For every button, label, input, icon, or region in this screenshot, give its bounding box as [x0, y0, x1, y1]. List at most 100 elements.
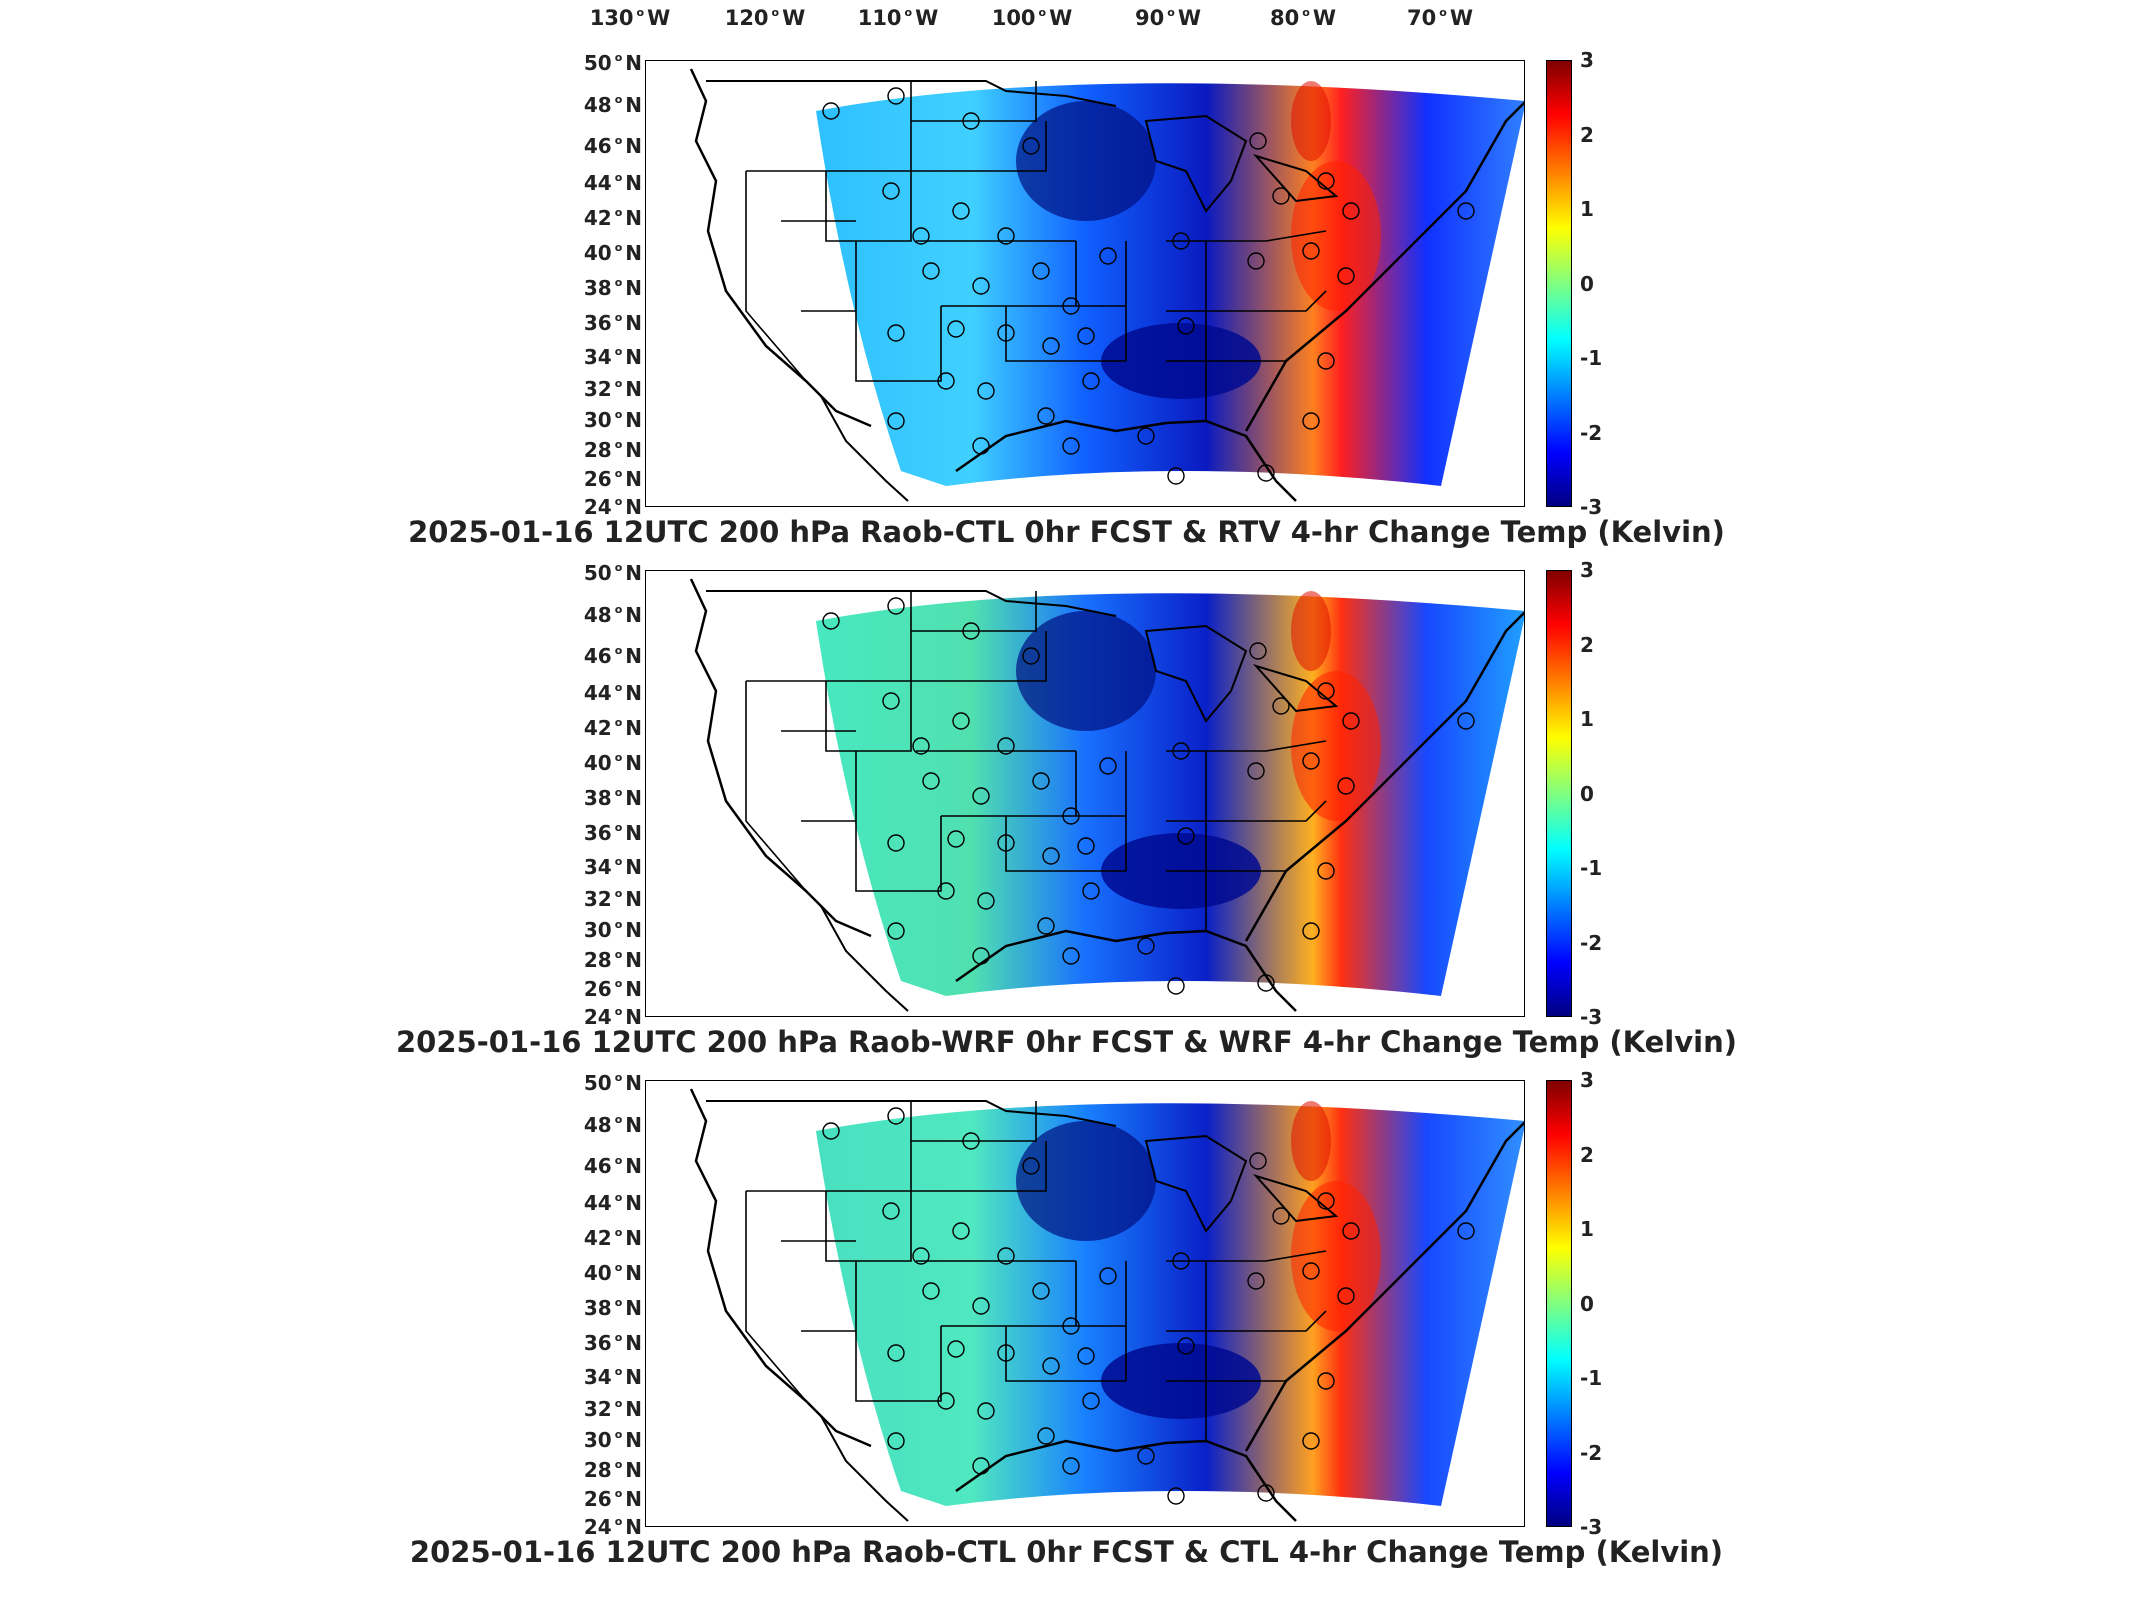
lat-direction: N — [625, 918, 642, 942]
lat-degree: 26 — [583, 977, 612, 1001]
lat-degree: 30 — [583, 408, 612, 432]
raob-station-marker — [1302, 922, 1320, 940]
state-borders — [745, 591, 1327, 931]
raob-station-marker — [1099, 757, 1117, 775]
raob-station-marker — [962, 1132, 980, 1150]
raob-station-marker — [1099, 247, 1117, 265]
lat-degree: 50 — [583, 561, 612, 585]
us-canada-border — [706, 1100, 1117, 1127]
raob-station-marker — [977, 1402, 995, 1420]
lon-degree: 100 — [991, 6, 1036, 30]
raob-station-marker — [1272, 697, 1290, 715]
cold-anomaly-north — [1016, 611, 1156, 731]
raob-station-marker — [1457, 1222, 1475, 1240]
raob-station-marker — [1247, 1272, 1265, 1290]
raob-station-marker — [1257, 464, 1275, 482]
latitude-label: 44 o N — [583, 681, 642, 705]
lon-direction: W — [782, 6, 806, 30]
lat-direction: N — [625, 311, 642, 335]
temperature-field — [816, 83, 1524, 486]
panel-title-2: 2025-01-16 12UTC 200 hPa Raob-WRF 0hr FC… — [395, 1025, 1737, 1059]
latitude-label: 38 o N — [583, 786, 642, 810]
lat-degree: 34 — [583, 345, 612, 369]
lat-degree: 38 — [583, 1296, 612, 1320]
raob-station-marker — [1249, 1152, 1267, 1170]
raob-station-marker — [1082, 882, 1100, 900]
raob-station-marker — [952, 1222, 970, 1240]
colorbar-tick-label: -3 — [1580, 1515, 1603, 1539]
lat-degree: 44 — [583, 1191, 612, 1215]
lat-degree: 46 — [583, 644, 612, 668]
raob-station-marker — [1037, 1427, 1055, 1445]
raob-station-marker — [1337, 777, 1355, 795]
raob-station-marker — [1037, 407, 1055, 425]
map-panel-2 — [645, 570, 1525, 1017]
latitude-label: 38 o N — [583, 276, 642, 300]
lat-direction: N — [625, 855, 642, 879]
lat-direction: N — [625, 786, 642, 810]
lat-degree: 50 — [583, 51, 612, 75]
latitude-label: 38 o N — [583, 1296, 642, 1320]
lat-direction: N — [625, 1331, 642, 1355]
lat-direction: N — [625, 1515, 642, 1539]
raob-station-marker — [1167, 977, 1185, 995]
raob-station-marker — [997, 834, 1015, 852]
raob-station-marker — [1247, 762, 1265, 780]
raob-station-marker — [972, 277, 990, 295]
raob-station-marker — [887, 412, 905, 430]
lat-degree: 48 — [583, 93, 612, 117]
raob-station-marker — [887, 834, 905, 852]
lat-degree: 38 — [583, 786, 612, 810]
raob-station-marker — [962, 622, 980, 640]
lat-degree: 28 — [583, 1458, 612, 1482]
lat-degree: 32 — [583, 1397, 612, 1421]
lat-degree: 28 — [583, 948, 612, 972]
lat-direction: N — [625, 1365, 642, 1389]
raob-station-marker — [1172, 742, 1190, 760]
warm-anomaly-north — [1291, 81, 1331, 161]
raob-station-marker — [972, 947, 990, 965]
raob-station-marker — [937, 372, 955, 390]
raob-station-marker — [1317, 862, 1335, 880]
raob-station-marker — [887, 922, 905, 940]
lat-degree: 36 — [583, 821, 612, 845]
cold-anomaly-north — [1016, 101, 1156, 221]
raob-station-marker — [1317, 1192, 1335, 1210]
latitude-label: 48 o N — [583, 93, 642, 117]
raob-station-marker — [972, 787, 990, 805]
warm-anomaly-north — [1291, 591, 1331, 671]
raob-station-marker — [1137, 427, 1155, 445]
lat-degree: 30 — [583, 1428, 612, 1452]
lat-direction: N — [625, 408, 642, 432]
colorbar-tick-label: -2 — [1580, 930, 1603, 955]
latitude-label: 28 o N — [583, 948, 642, 972]
latitude-label: 50 o N — [583, 561, 642, 585]
latitude-axis-3: 50 o N 48 o N 46 o N 44 o N 42 o N 40 o N 38 o N 36 o N 34 o N 32 o N… — [560, 1071, 642, 1539]
latitude-axis-1: 50 o N 48 o N 46 o N 44 o N 42 o N 40 o N 38 o N 36 o N 34 o N 32 o N… — [560, 51, 642, 519]
raob-station-marker — [1272, 187, 1290, 205]
lon-direction: W — [1177, 6, 1201, 30]
lat-degree: 32 — [583, 377, 612, 401]
raob-station-marker — [1247, 252, 1265, 270]
raob-station-marker — [972, 1297, 990, 1315]
lon-direction: W — [915, 6, 939, 30]
baja-coastline — [820, 395, 909, 502]
colorbar-tick-label: -3 — [1580, 1005, 1603, 1029]
raob-station-marker — [1342, 1222, 1360, 1240]
raob-station-marker — [887, 1107, 905, 1125]
temperature-field — [816, 593, 1524, 996]
raob-station-marker — [972, 437, 990, 455]
colorbar-tick-label: 1 — [1580, 197, 1594, 221]
state-borders — [745, 1101, 1327, 1441]
latitude-label: 32 o N — [583, 377, 642, 401]
raob-station-marker — [912, 1247, 930, 1265]
raob-station-marker — [1062, 437, 1080, 455]
lon-direction: W — [1049, 6, 1073, 30]
lon-degree: 90 — [1135, 6, 1165, 30]
raob-station-marker — [1167, 1487, 1185, 1505]
raob-station-marker — [977, 382, 995, 400]
raob-station-marker — [1042, 337, 1060, 355]
lon-degree: 130 — [589, 6, 634, 30]
raob-station-marker — [952, 712, 970, 730]
lat-direction: N — [625, 51, 642, 75]
